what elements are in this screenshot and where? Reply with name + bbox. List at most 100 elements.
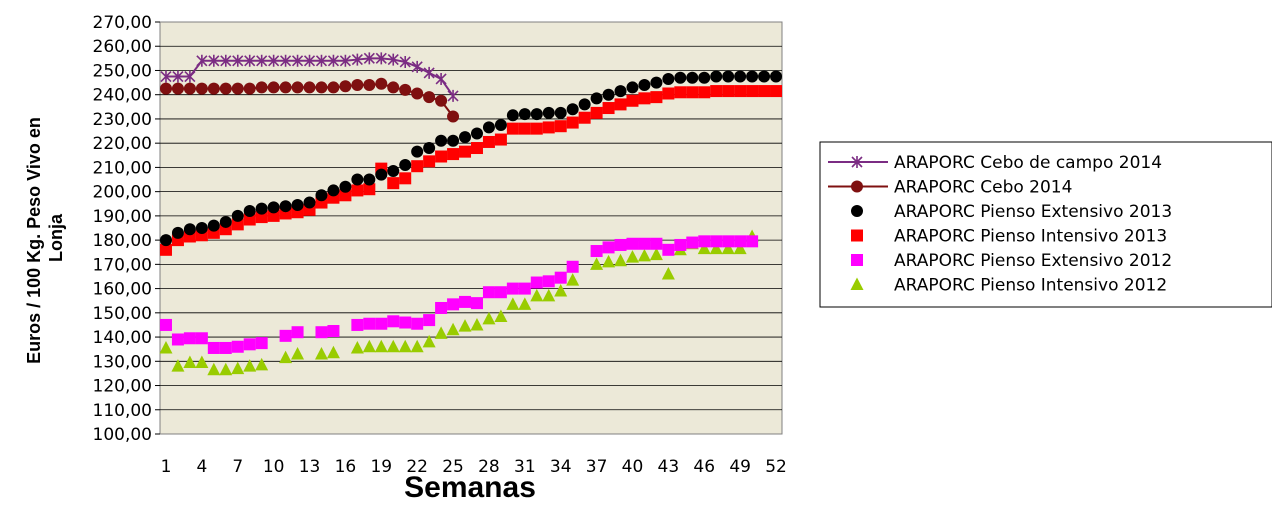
data-point [734,235,747,248]
data-point [207,82,220,95]
series-1 [160,52,459,102]
data-point [590,106,603,119]
legend-label: ARAPORC Cebo 2014 [894,178,1072,198]
data-point [183,332,196,345]
data-point [614,238,627,251]
data-point [231,361,245,375]
x-axis-title: Semanas [404,471,536,504]
data-point [447,89,459,102]
data-point [733,241,747,255]
x-tick-label: 31 [514,457,536,477]
data-point [410,339,424,353]
data-point [722,85,735,98]
data-point [709,241,723,255]
data-point [435,94,448,107]
data-point [661,267,675,280]
data-point [303,81,316,94]
series-4 [159,85,783,256]
data-point [219,82,232,95]
data-point [459,145,472,158]
data-point [219,341,232,354]
data-point [207,362,221,376]
data-point [637,248,651,262]
data-point [734,70,747,83]
data-point [339,80,352,93]
data-point [638,237,651,250]
data-point [267,209,280,222]
data-point [435,134,448,147]
data-point [363,317,376,330]
data-point [375,168,388,181]
legend-box [819,141,1272,308]
data-point [184,70,196,83]
data-point [327,325,340,337]
legend-marker [851,205,863,217]
data-point [722,70,735,83]
data-point [602,88,615,101]
data-point [638,79,651,92]
data-point [243,205,256,218]
y-tick-label: 100,00 [93,425,152,445]
data-point [351,173,364,186]
legend-marker [851,229,863,242]
data-point [721,241,735,255]
y-tick-label: 160,00 [93,280,152,300]
data-point [411,160,424,173]
data-point [674,238,687,251]
data-point [614,253,628,267]
data-point [697,241,711,255]
data-point [171,82,184,95]
data-point [387,315,400,328]
data-point [196,54,208,67]
data-point [362,339,376,353]
x-tick-label: 1 [161,457,172,477]
data-point [662,72,675,85]
data-point [530,108,543,121]
data-point [542,121,555,134]
data-point [566,273,580,286]
data-point [327,54,340,67]
data-point [160,70,172,83]
data-point [470,317,484,331]
data-point [351,184,364,197]
data-point [446,322,460,336]
data-point [326,345,340,359]
y-tick-label: 120,00 [93,377,152,397]
data-point [291,347,305,360]
data-point [411,317,424,330]
y-tick-label: 250,00 [93,61,152,81]
data-point [159,82,172,95]
data-point [256,54,268,67]
data-point [327,81,340,94]
data-point [625,250,639,263]
data-point [243,359,257,372]
data-point [351,318,364,331]
legend-item: ARAPORC Pienso Intensivo 2012 [850,276,1167,296]
data-point [279,329,292,342]
data-point [387,53,399,66]
data-point [578,111,591,124]
data-point [435,150,448,163]
data-point [195,222,208,234]
x-tick-label: 19 [370,457,392,477]
data-point [423,155,436,168]
x-tick-label: 34 [550,457,572,477]
data-point [291,198,304,211]
y-tick-label: 240,00 [93,86,152,106]
x-tick-label: 46 [693,457,715,477]
legend: ARAPORC Cebo de campo 2014 ARAPORC Cebo 2… [819,141,1272,308]
data-point [314,347,328,360]
legend-marker [851,156,863,168]
legend-item: ARAPORC Pienso Extensivo 2012 [851,251,1172,271]
data-point [303,196,316,209]
data-point [232,54,244,67]
data-point [530,276,543,289]
data-point [411,87,424,100]
data-point [231,209,244,222]
data-point [159,318,172,331]
data-point [243,213,256,226]
data-point [494,119,507,131]
data-point [470,142,483,155]
data-point [159,340,173,354]
data-point [231,82,244,95]
